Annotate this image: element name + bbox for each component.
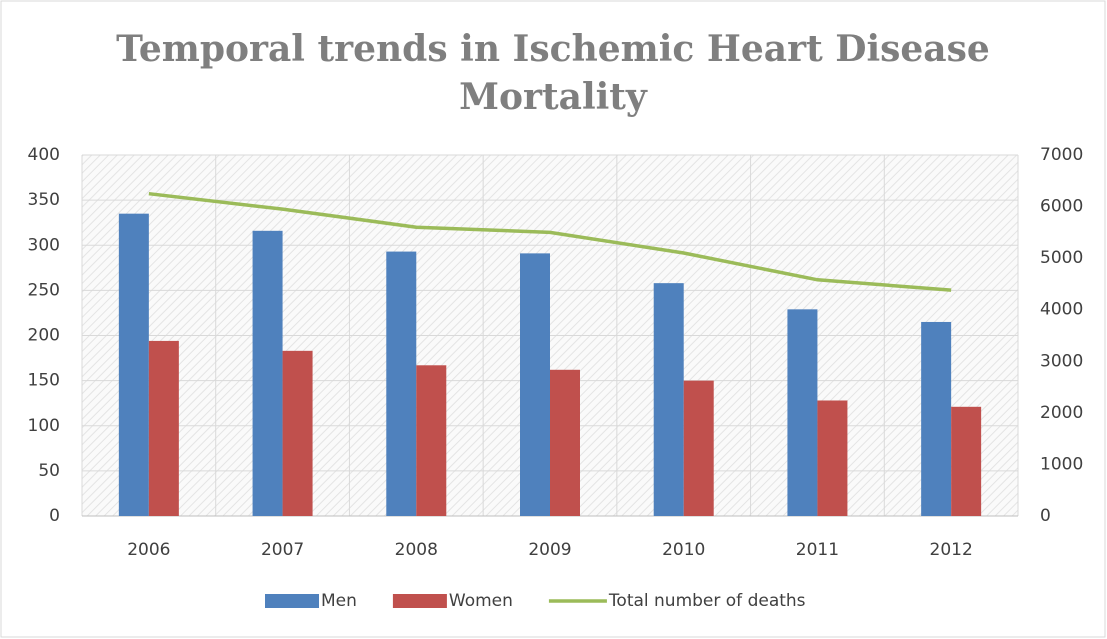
bar [282,350,313,516]
y2-tick-label: 7000 [1040,145,1083,165]
bar [921,321,952,516]
y-tick-label: 100 [28,416,60,436]
y2-tick-label: 0 [1040,506,1051,526]
chart-title: Temporal trends in Ischemic Heart Diseas… [116,28,990,70]
bar [520,253,550,516]
y2-tick-label: 4000 [1040,300,1083,320]
bar [817,400,848,516]
y-tick-label: 350 [28,190,60,210]
x-tick-label: 2006 [127,540,170,560]
x-tick-label: 2012 [930,540,973,560]
bar [252,230,283,516]
line-series [148,191,952,292]
bar [683,380,714,516]
legend-swatch [265,594,319,608]
y2-tick-label: 6000 [1040,197,1083,217]
y2-tick-label: 3000 [1040,351,1083,371]
y-tick-label: 50 [38,461,60,481]
y-tick-label: 0 [49,506,60,526]
y2-tick-label: 5000 [1040,248,1083,268]
y2-tick-label: 2000 [1040,403,1083,423]
bar [653,283,684,516]
y2-tick-label: 1000 [1040,454,1083,474]
y-tick-label: 300 [28,235,60,255]
bar [416,365,447,516]
x-tick-label: 2007 [261,540,304,560]
x-tick-label: 2008 [395,540,438,560]
x-tick-label: 2011 [796,540,839,560]
legend-label: Women [449,591,513,611]
x-tick-label: 2009 [528,540,571,560]
legend-label: Total number of deaths [608,591,806,611]
y-tick-label: 250 [28,280,60,300]
chart-title: Mortality [459,76,648,118]
y-tick-label: 150 [28,371,60,391]
x-tick-label: 2010 [662,540,705,560]
bar [951,406,982,516]
y-tick-label: 200 [28,326,60,346]
y-tick-label: 400 [28,145,60,165]
bar [386,251,417,516]
legend-swatch [392,594,447,608]
bar [148,340,179,516]
bar [550,369,580,516]
bar [787,309,818,516]
legend-label: Men [321,591,357,611]
bar [118,213,149,516]
